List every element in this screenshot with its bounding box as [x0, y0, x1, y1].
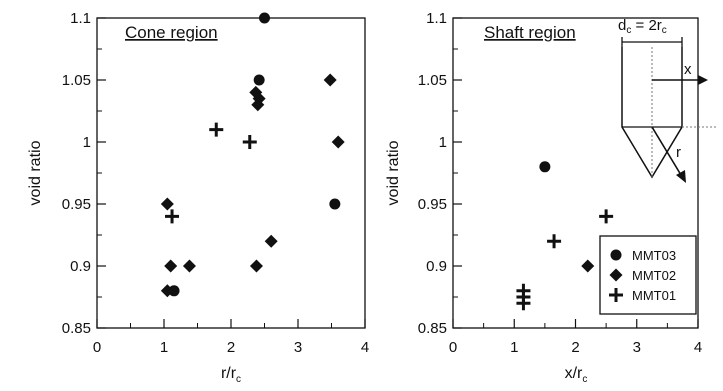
- x-axis-label-sub: c: [582, 374, 587, 385]
- y-tick-label: 1.05: [62, 72, 91, 89]
- r-arrow: [651, 126, 682, 176]
- y-axis-label: void ratio: [27, 140, 44, 205]
- x-axis-label: x/rc: [565, 365, 588, 385]
- y-tick-label: 1.05: [418, 72, 447, 89]
- r-label: r: [676, 144, 681, 161]
- x-tick-label: 1: [160, 339, 168, 356]
- diameter-label-d-sub: c: [626, 25, 631, 36]
- cone-region-chart: Cone region void ratio r/rc 0 1 2 3 4 0.85 0.9…: [27, 10, 369, 385]
- y-tick-label: 0.95: [418, 196, 447, 213]
- data-point-mmt03: [168, 285, 180, 297]
- diameter-label-d: d: [618, 17, 626, 34]
- y-tick-label: 0.85: [62, 320, 91, 337]
- data-point-mmt02: [160, 284, 174, 298]
- y-tick-label: 1.1: [70, 10, 91, 27]
- y-tick-label: 0.9: [70, 258, 91, 275]
- y-tick-label: 1: [83, 134, 91, 151]
- data-point-mmt01: [547, 234, 562, 249]
- x-tick-label: 4: [694, 339, 702, 356]
- data-point-mmt02: [581, 259, 595, 273]
- legend-items: MMT03 MMT02 MMT01: [609, 248, 676, 303]
- chart-title: Cone region: [125, 23, 218, 42]
- x-tick-label: 3: [633, 339, 641, 356]
- legend-marker-mmt01: [609, 288, 623, 302]
- data-point-mmt01: [516, 296, 531, 311]
- data-point-mmt02: [251, 98, 265, 112]
- data-point-mmt03: [539, 161, 551, 173]
- x-label: x: [684, 61, 692, 78]
- data-point-mmt02: [249, 259, 263, 273]
- y-tick-label: 1.1: [426, 10, 447, 27]
- diameter-label-r-sub: c: [662, 25, 667, 36]
- legend-label: MMT02: [632, 268, 676, 283]
- data-point-mmt01: [242, 135, 257, 149]
- pile-sketch: dc = 2rc x r: [618, 17, 718, 183]
- y-tick-label: 0.85: [418, 320, 447, 337]
- data-point-mmt02: [252, 92, 266, 106]
- x-tick-label: 0: [93, 339, 101, 356]
- y-tick-label: 1: [439, 134, 447, 151]
- data-point-mmt03: [253, 74, 265, 86]
- x-tick-label: 2: [571, 339, 579, 356]
- data-point-mmt02: [164, 259, 178, 273]
- y-tick-label: 0.95: [62, 196, 91, 213]
- data-point-mmt01: [599, 209, 614, 224]
- data-marks: [516, 161, 614, 311]
- x-tick-label: 3: [294, 339, 302, 356]
- data-marks: [160, 12, 345, 298]
- x-axis-label: r/rc: [221, 365, 241, 385]
- data-point-mmt02: [331, 135, 345, 149]
- x-tick-label: 2: [227, 339, 235, 356]
- x-axis-label-main: r/r: [221, 365, 237, 382]
- plot-frame: [96, 17, 366, 329]
- data-point-mmt01: [165, 209, 180, 224]
- x-arrowhead: [698, 75, 708, 85]
- data-point-mmt02: [182, 259, 196, 273]
- shaft-region-chart: Shaft region void ratio x/rc 0 1 2 3 40.850.…: [385, 10, 718, 385]
- axis-ticks: 0 1 2 3 4 0.85 0.9 0.95 1 1.05 1.1: [418, 10, 702, 356]
- legend-label: MMT01: [632, 288, 676, 303]
- y-axis-label: void ratio: [385, 140, 402, 205]
- legend: MMT03 MMT02 MMT01: [599, 235, 697, 315]
- data-point-mmt02: [249, 85, 263, 99]
- diameter-label: dc = 2rc: [618, 17, 667, 36]
- data-point-mmt01: [209, 122, 224, 137]
- x-axis-label-main: x/r: [565, 365, 583, 382]
- x-tick-label: 0: [449, 339, 457, 356]
- r-arrowhead: [676, 170, 686, 183]
- data-point-mmt02: [264, 234, 278, 248]
- diameter-label-equals: = 2r: [631, 17, 661, 34]
- legend-marker-mmt03: [610, 249, 622, 261]
- chart-title: Shaft region: [484, 23, 576, 42]
- data-point-mmt02: [323, 73, 337, 87]
- y-tick-label: 0.9: [426, 258, 447, 275]
- legend-marker-mmt02: [609, 268, 623, 282]
- data-point-mmt03: [259, 12, 270, 24]
- data-point-mmt02: [160, 197, 174, 211]
- axis-ticks: 0 1 2 3 4 0.85 0.9 0.95 1 1.05 1.1: [62, 10, 369, 356]
- x-axis-label-sub: c: [236, 374, 241, 385]
- legend-label: MMT03: [632, 248, 676, 263]
- data-point-mmt03: [329, 198, 341, 210]
- x-tick-label: 4: [361, 339, 369, 356]
- x-tick-label: 1: [510, 339, 518, 356]
